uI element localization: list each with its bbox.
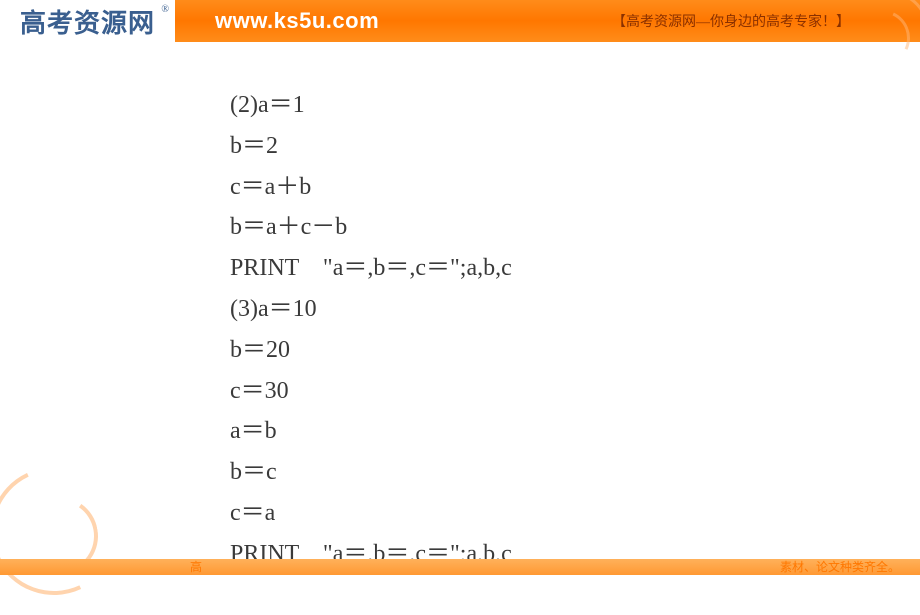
- code-line: c＝a: [230, 493, 610, 534]
- footer-text-left: 高: [190, 559, 202, 575]
- code-line: PRINT "a＝,b＝,c＝";a,b,c: [230, 248, 610, 289]
- code-line: b＝c: [230, 452, 610, 493]
- code-line: b＝2: [230, 126, 610, 167]
- code-line: c＝30: [230, 371, 610, 412]
- logo-registered: ®: [161, 4, 169, 15]
- decoration-swirl-bottom-left: [0, 435, 150, 615]
- code-line: b＝20: [230, 330, 610, 371]
- code-line: (2)a＝1: [230, 85, 610, 126]
- logo-text: 高考资源网: [20, 3, 155, 40]
- logo-box: 高考资源网 ®: [0, 0, 175, 42]
- code-line: b＝a＋c－b: [230, 207, 610, 248]
- header-url: www.ks5u.com: [215, 8, 379, 34]
- document-content: (2)a＝1 b＝2 c＝a＋b b＝a＋c－b PRINT "a＝,b＝,c＝…: [205, 75, 635, 595]
- code-line: c＝a＋b: [230, 167, 610, 208]
- code-line: a＝b: [230, 411, 610, 452]
- footer-text-right: 素材、论文种类齐全。: [780, 559, 900, 575]
- code-line: (3)a＝10: [230, 289, 610, 330]
- header-bar: 高考资源网 ® www.ks5u.com 【高考资源网—你身边的高考专家！】: [0, 0, 920, 42]
- header-tagline: 【高考资源网—你身边的高考专家！】: [612, 11, 850, 31]
